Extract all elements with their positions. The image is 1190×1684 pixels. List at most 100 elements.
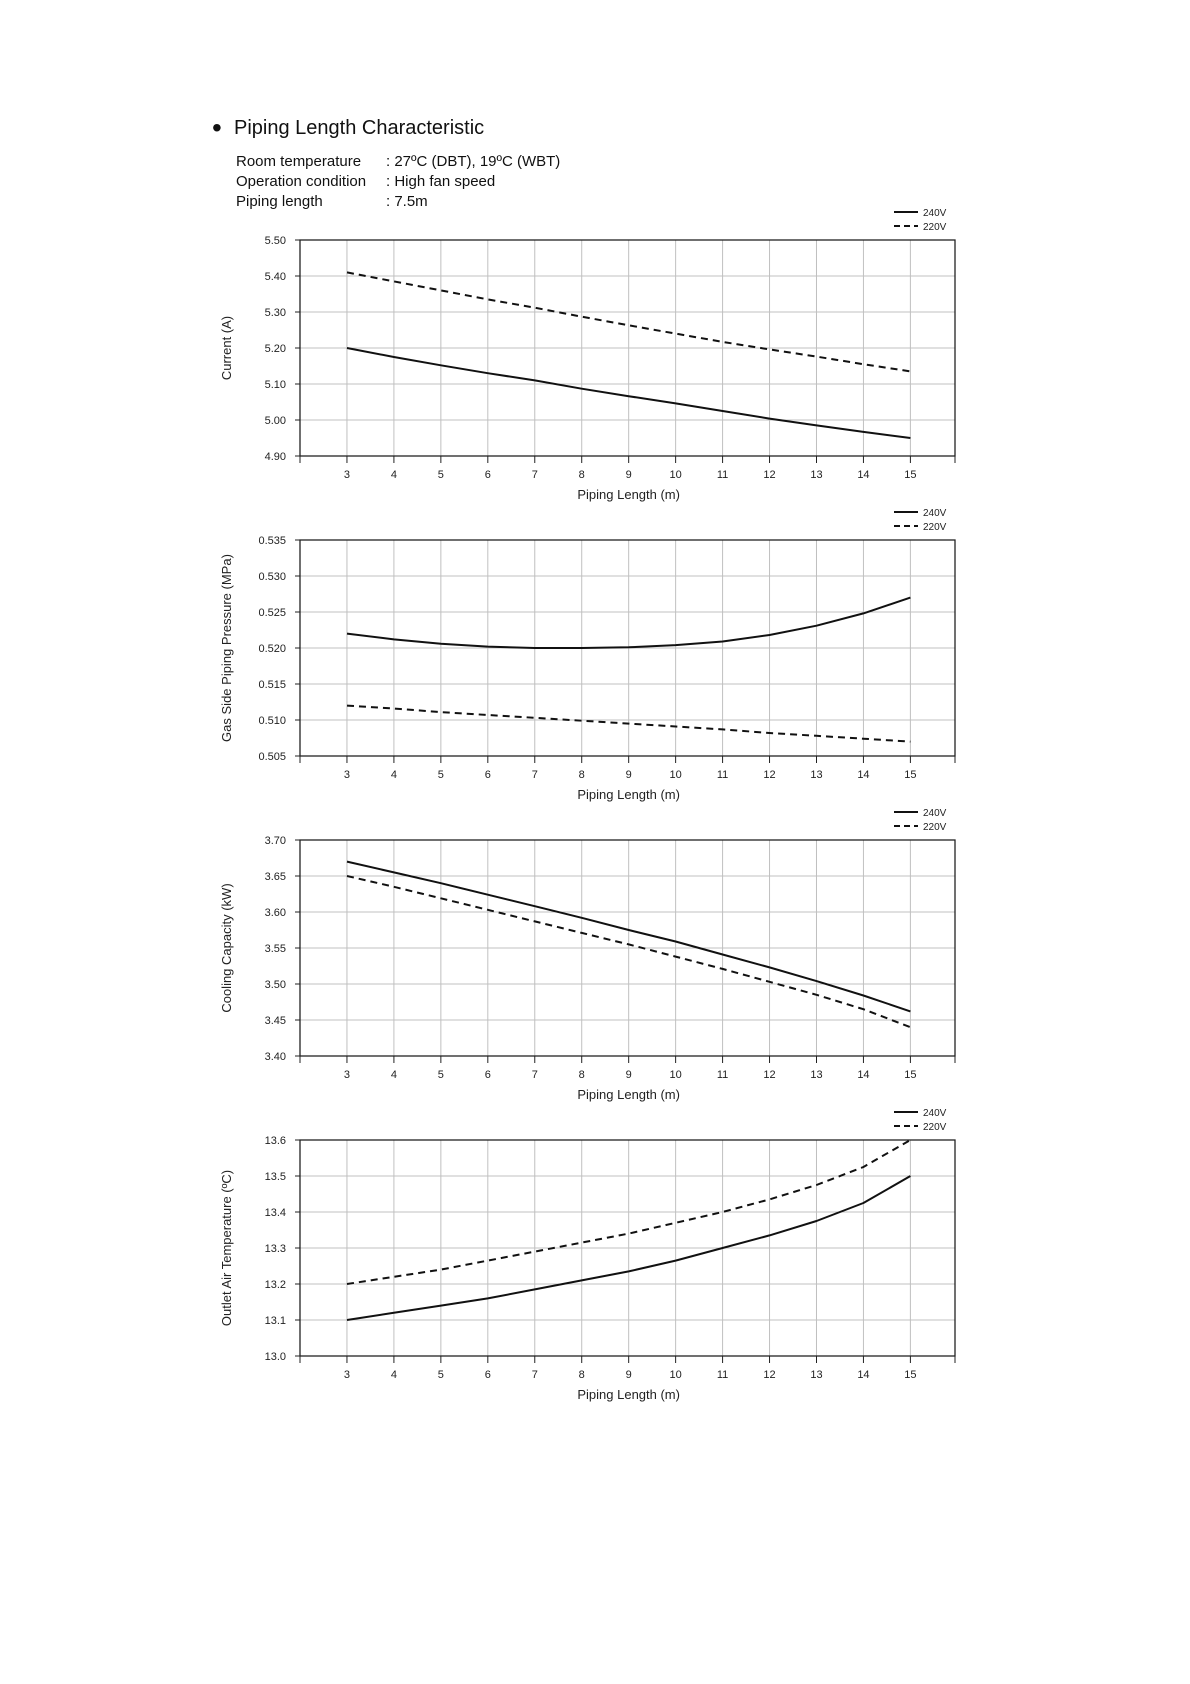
chart-current: 5.50 5.40 5.30 5.20 5.10 5.00 4.90 3 4 5 6 7 8 9 10 11 1… (0, 204, 1190, 504)
x-tick-label: 13 (810, 1369, 822, 1381)
y-axis-label: Gas Side Piping Pressure (MPa) (219, 554, 234, 742)
plot-frame (299, 539, 956, 757)
x-axis-label: Piping Length (m) (577, 787, 680, 802)
y-tick-label: 5.40 (265, 271, 286, 283)
condition-value: : 27ºC (DBT), 19ºC (WBT) (386, 153, 561, 170)
y-tick-label: 5.20 (265, 343, 286, 355)
series-line-240V (346, 347, 911, 439)
series-line-240V (346, 1175, 911, 1321)
x-tick-label: 4 (391, 1069, 397, 1081)
x-tick-label: 14 (857, 769, 869, 781)
condition-value: : 7.5m (386, 193, 428, 210)
legend-label: 220V (923, 822, 947, 833)
chart-gas-side-pressure: 0.535 0.530 0.525 0.520 0.515 0.510 0.505 3 4 5 6 7… (0, 504, 1190, 804)
x-tick-label: 15 (904, 1369, 916, 1381)
chart-gas-side-pressure-plot: 0.535 0.530 0.525 0.520 0.515 0.510 0.505 3 4 5 6 7… (219, 508, 956, 802)
x-axis-label: Piping Length (m) (577, 1087, 680, 1102)
y-axis-label: Cooling Capacity (kW) (219, 883, 234, 1012)
x-tick-label: 12 (763, 1369, 775, 1381)
x-tick-label: 15 (904, 769, 916, 781)
y-tick-label: 3.50 (265, 979, 286, 991)
x-tick-label: 5 (438, 1069, 444, 1081)
x-axis-label: Piping Length (m) (577, 1387, 680, 1402)
y-tick-label: 5.50 (265, 235, 286, 247)
x-tick-label: 5 (438, 469, 444, 481)
x-tick-label: 5 (438, 769, 444, 781)
x-tick-label: 14 (857, 469, 869, 481)
x-tick-label: 7 (532, 769, 538, 781)
y-axis-label: Current (A) (219, 316, 234, 380)
y-tick-label: 0.510 (258, 715, 286, 727)
series-line-240V (346, 596, 911, 649)
x-tick-label: 4 (391, 769, 397, 781)
y-tick-label: 3.60 (265, 907, 286, 919)
page-title: Piping Length Characteristic (234, 117, 485, 139)
y-tick-label: 0.505 (258, 751, 286, 763)
y-tick-label: 13.5 (265, 1171, 286, 1183)
chart-outlet-air-temperature-plot: 13.6 13.5 13.4 13.3 13.2 13.1 13.0 3 4 5 6 7 8 9 10 11 1… (219, 1108, 956, 1402)
y-tick-label: 3.45 (265, 1015, 286, 1027)
page-header: • Piping Length Characteristic Room temp… (0, 0, 1190, 220)
x-tick-label: 15 (904, 469, 916, 481)
x-tick-label: 7 (532, 1369, 538, 1381)
x-tick-label: 3 (344, 1069, 350, 1081)
x-tick-label: 12 (763, 769, 775, 781)
x-tick-label: 8 (579, 769, 585, 781)
x-tick-label: 8 (579, 1069, 585, 1081)
x-tick-label: 12 (763, 469, 775, 481)
condition-label: Operation condition (236, 173, 367, 190)
legend-label: 240V (923, 1108, 947, 1119)
x-tick-label: 13 (810, 769, 822, 781)
y-tick-label: 3.65 (265, 871, 286, 883)
x-tick-label: 9 (626, 1069, 632, 1081)
x-tick-label: 11 (717, 1069, 728, 1081)
y-tick-label: 0.535 (258, 535, 286, 547)
y-tick-label: 13.3 (265, 1243, 286, 1255)
x-tick-label: 10 (670, 1069, 682, 1081)
x-tick-label: 11 (717, 769, 728, 781)
x-tick-label: 6 (485, 1069, 491, 1081)
condition-piping-length: Piping length : 7.5m (236, 193, 428, 210)
legend-label: 240V (923, 808, 947, 819)
y-tick-label: 13.6 (265, 1135, 286, 1147)
x-tick-label: 5 (438, 1369, 444, 1381)
x-tick-label: 13 (810, 1069, 822, 1081)
condition-label: Piping length (236, 193, 323, 210)
y-tick-label: 3.70 (265, 835, 286, 847)
y-tick-label: 0.525 (258, 607, 286, 619)
x-tick-label: 10 (670, 469, 682, 481)
bullet-marker: • (212, 112, 222, 143)
y-tick-label: 3.55 (265, 943, 286, 955)
x-tick-label: 9 (626, 1369, 632, 1381)
y-tick-label: 13.1 (265, 1315, 286, 1327)
plot-frame (299, 1139, 956, 1357)
x-tick-label: 15 (904, 1069, 916, 1081)
x-tick-label: 3 (344, 769, 350, 781)
x-tick-label: 14 (857, 1069, 869, 1081)
x-tick-label: 3 (344, 1369, 350, 1381)
y-tick-label: 0.520 (258, 643, 286, 655)
x-tick-label: 3 (344, 469, 350, 481)
x-tick-label: 10 (670, 1369, 682, 1381)
condition-operation: Operation condition : High fan speed (236, 173, 495, 190)
x-tick-label: 6 (485, 1369, 491, 1381)
series-line-240V (346, 860, 911, 1013)
series-line-220V (346, 875, 911, 1029)
y-tick-label: 4.90 (265, 451, 286, 463)
x-tick-label: 8 (579, 469, 585, 481)
x-tick-label: 10 (670, 769, 682, 781)
chart-cooling-capacity: 3.70 3.65 3.60 3.55 3.50 3.45 3.40 3 4 5 6 7 8 9 10 11 1… (0, 804, 1190, 1104)
x-tick-label: 6 (485, 469, 491, 481)
condition-value: : High fan speed (386, 173, 496, 190)
x-tick-label: 8 (579, 1369, 585, 1381)
y-tick-label: 0.515 (258, 679, 286, 691)
x-tick-label: 4 (391, 1369, 397, 1381)
legend-label: 220V (923, 1122, 947, 1133)
legend-label: 220V (923, 222, 947, 233)
y-tick-label: 5.30 (265, 307, 286, 319)
condition-label: Room temperature (236, 153, 362, 170)
x-tick-label: 12 (763, 1069, 775, 1081)
x-tick-label: 11 (717, 1369, 728, 1381)
y-tick-label: 5.00 (265, 415, 286, 427)
x-axis-label: Piping Length (m) (577, 487, 680, 502)
